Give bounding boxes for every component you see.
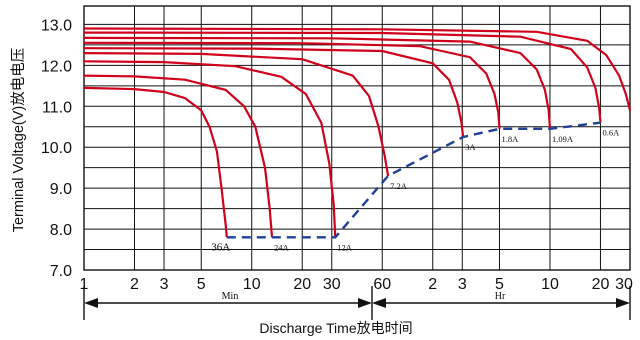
series-label: 1.09A — [552, 134, 574, 144]
y-tick-label: 11.0 — [42, 99, 72, 116]
x-tick-label: 30 — [323, 276, 341, 293]
series-label: 3A — [465, 142, 476, 152]
discharge-curve — [83, 52, 390, 177]
x-tick-label: 1 — [80, 276, 89, 293]
y-tick-label: 9.0 — [50, 181, 72, 198]
x-tick-label: 2 — [130, 276, 139, 293]
series-label: 24A — [274, 242, 290, 252]
discharge-curve — [83, 31, 602, 123]
x-tick-label: 5 — [197, 276, 206, 293]
discharge-curve — [83, 41, 501, 129]
series-label: 36A — [211, 241, 230, 253]
cutoff-voltage-line — [226, 121, 601, 239]
series-label: 7.2A — [390, 181, 408, 191]
x-tick-label: 2 — [428, 276, 437, 293]
x-axis-title: Discharge Time放电时间 — [259, 320, 412, 336]
y-axis-title: Terminal Voltage(V)放电电压 — [10, 48, 27, 233]
x-tick-label: 30 — [615, 276, 633, 293]
min-arrow-left — [84, 298, 98, 308]
discharge-curve — [83, 27, 632, 111]
y-tick-label: 8.0 — [50, 222, 72, 239]
y-tick-label: 7.0 — [50, 263, 72, 280]
x-tick-label: 10 — [243, 276, 261, 293]
y-tick-label: 13.0 — [41, 17, 72, 34]
x-tick-label: 3 — [458, 276, 467, 293]
x-tick-labels: 1 2 3 5 10 20 30 60 2 3 5 10 20 30 — [80, 276, 633, 293]
hr-arrow-left — [372, 298, 386, 308]
discharge-curve — [83, 47, 465, 138]
series-label: 12A — [337, 242, 353, 252]
discharge-curve — [83, 86, 228, 238]
min-range-label: Min — [222, 291, 239, 302]
x-tick-label: 5 — [495, 276, 504, 293]
hr-arrow-right — [616, 298, 630, 308]
x-tick-label: 60 — [373, 276, 391, 293]
y-tick-label: 12.0 — [41, 58, 72, 75]
series-labels: 36A 24A 12A 7.2A 3A 1.8A 1.09A 0.6A — [211, 128, 620, 254]
y-tick-labels: 7.0 8.0 9.0 10.0 11.0 12.0 13.0 — [41, 17, 72, 280]
x-tick-label: 10 — [541, 276, 559, 293]
series-label: 0.6A — [602, 128, 620, 138]
min-arrow-right — [358, 298, 372, 308]
hr-range-label: Hr — [495, 291, 506, 302]
time-range-arrows: Min Hr — [83, 286, 631, 320]
x-tick-label: 3 — [160, 276, 169, 293]
discharge-curve — [83, 60, 337, 238]
plot-frame — [83, 5, 631, 271]
y-tick-label: 10.0 — [41, 140, 72, 157]
series-label: 1.8A — [501, 134, 519, 144]
x-tick-label: 20 — [293, 276, 311, 293]
cutoff-voltage-line — [226, 121, 601, 239]
discharge-curve — [83, 36, 552, 129]
discharge-curves — [83, 27, 632, 238]
x-tick-label: 20 — [592, 276, 610, 293]
discharge-curve — [83, 74, 274, 238]
